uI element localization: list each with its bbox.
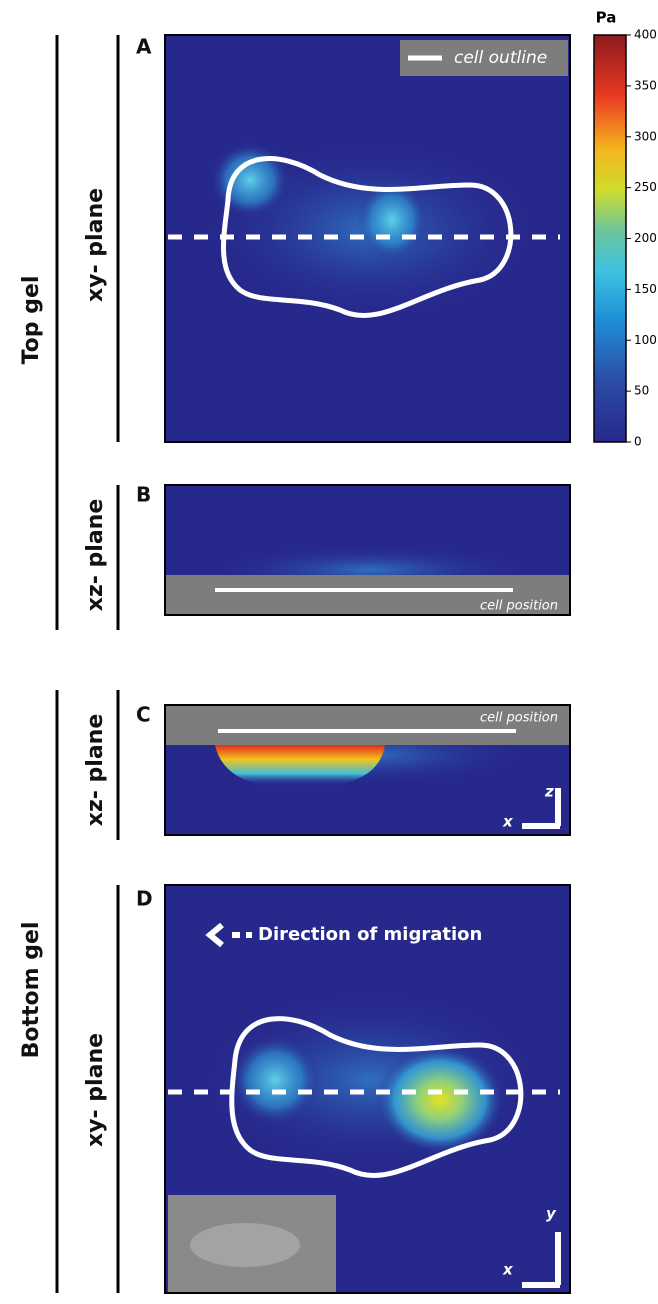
group-label: Bottom gel	[19, 922, 44, 1059]
colorbar-tick-label: 300	[634, 129, 657, 143]
legend-label: cell outline	[454, 48, 547, 68]
band-label: cell position	[480, 599, 558, 614]
colorbar-tick-label: 150	[634, 282, 657, 296]
band-label: cell position	[480, 711, 558, 726]
axis-label: z	[544, 783, 554, 801]
panel-letter: C	[136, 703, 151, 727]
axis-label: x	[502, 813, 514, 831]
plane-label: xy- plane	[83, 188, 108, 302]
plane-label: xy- plane	[83, 1033, 108, 1147]
annotation: Direction of migration	[258, 924, 482, 945]
plane-label: xz- plane	[83, 714, 108, 827]
plane-label: xz- plane	[83, 499, 108, 612]
colorbar-tick-label: 50	[634, 384, 649, 398]
colorbar-tick-label: 250	[634, 180, 657, 194]
colorbar-tick-label: 200	[634, 231, 657, 245]
colorbar-tick-label: 350	[634, 78, 657, 92]
group-label: Top gel	[19, 276, 44, 365]
panel-letter: D	[136, 887, 153, 911]
colorbar-tick-label: 400	[634, 28, 657, 42]
axis-label: x	[502, 1261, 514, 1279]
colorbar-tick-label: 0	[634, 435, 642, 449]
panel-letter: A	[136, 35, 152, 59]
colorbar-tick-label: 100	[634, 333, 657, 347]
panel-letter: B	[136, 483, 151, 507]
colorbar-unit: Pa	[596, 9, 617, 27]
colorbar-ticks: 0 50 100 150 200 250 300 350 400	[626, 28, 657, 449]
axis-label: y	[546, 1205, 557, 1223]
